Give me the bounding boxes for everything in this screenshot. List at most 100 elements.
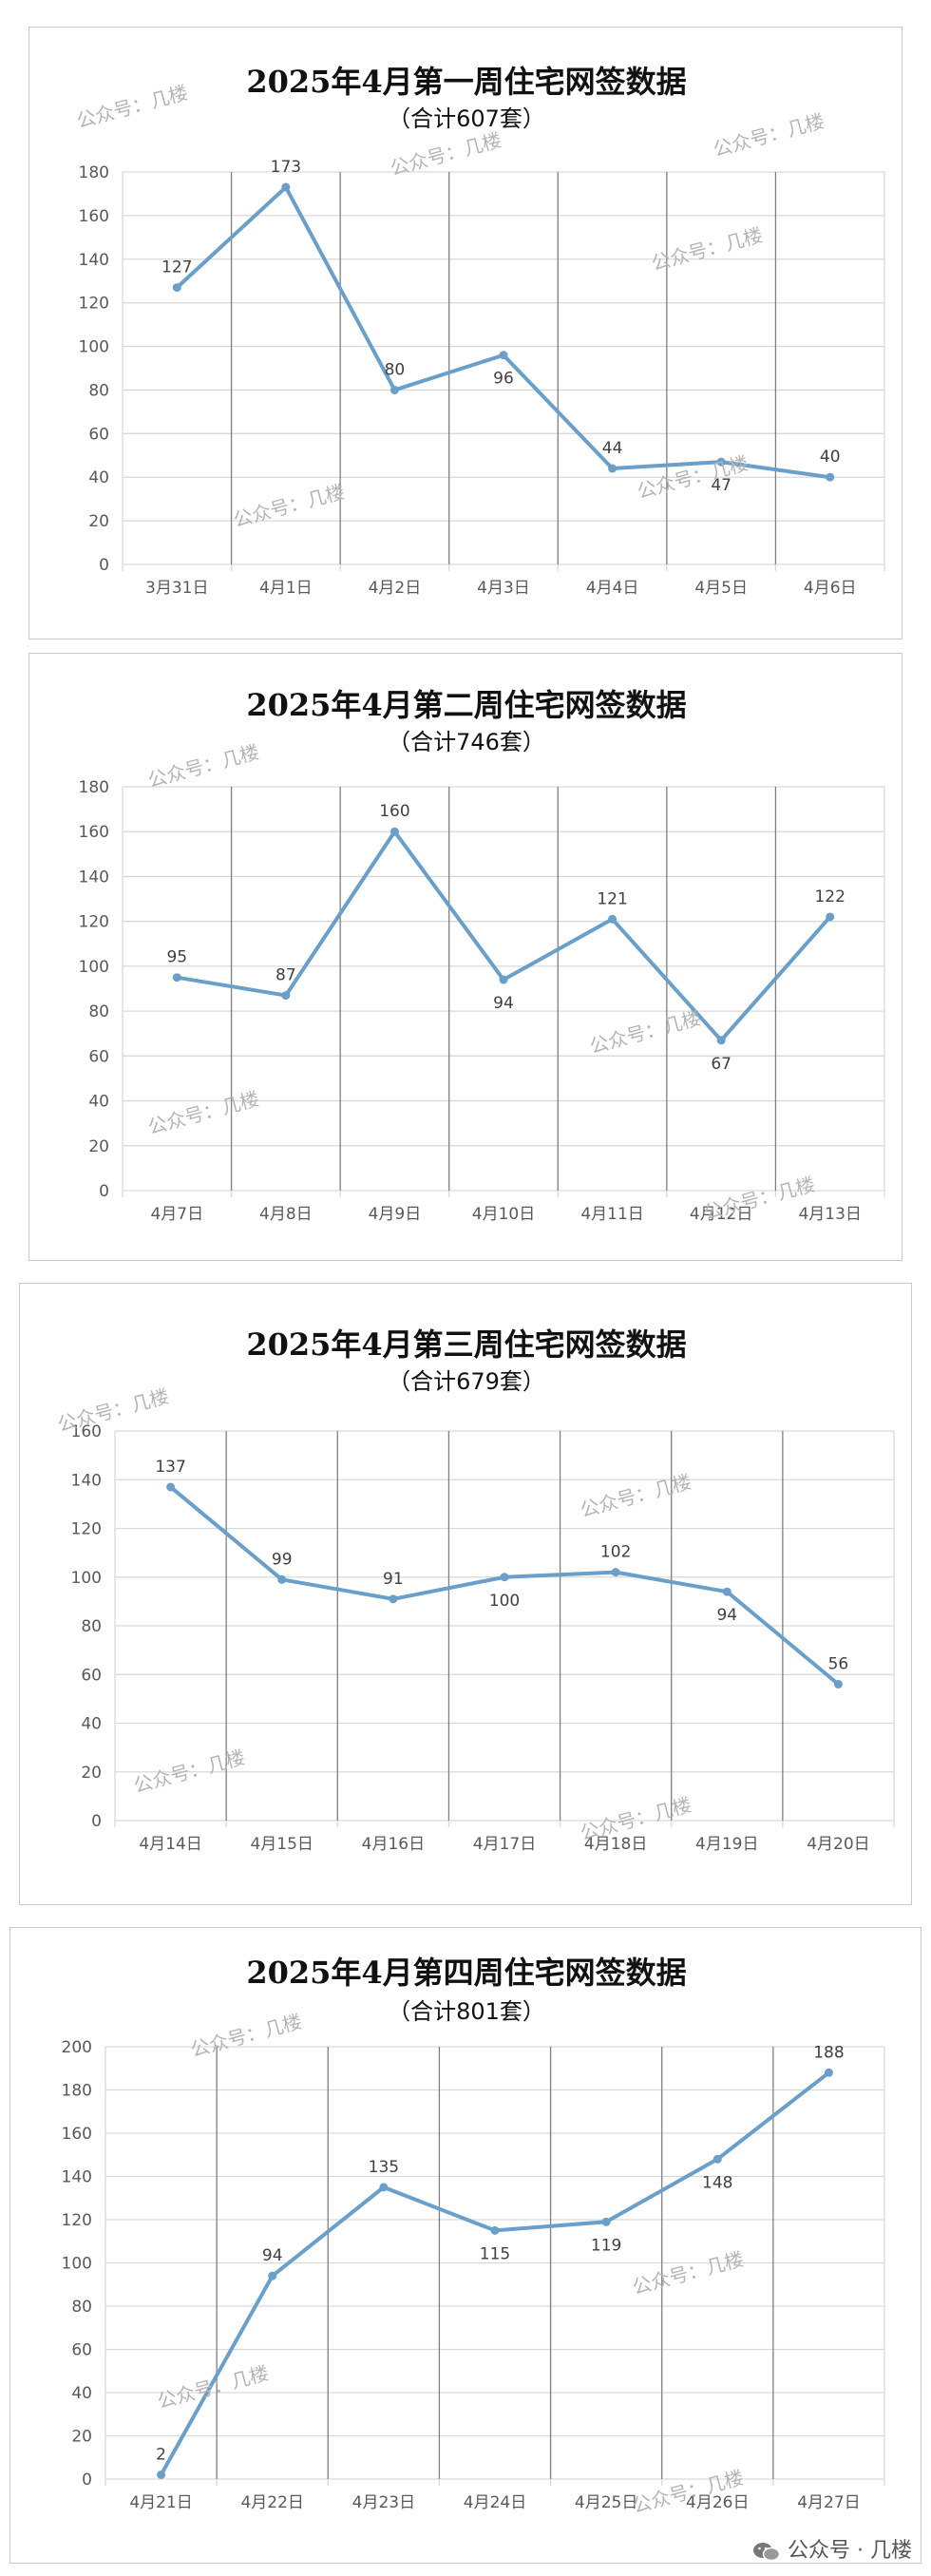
data-label: 80	[385, 360, 406, 379]
y-tick-label: 20	[88, 1137, 109, 1156]
data-label: 137	[155, 1458, 185, 1477]
y-tick-label: 40	[71, 2384, 92, 2403]
chart-title: 2025年4月第一周住宅网签数据	[246, 64, 686, 100]
y-tick-label: 0	[99, 1182, 109, 1201]
x-tick-label: 4月22日	[240, 2493, 303, 2512]
y-tick-label: 40	[88, 468, 109, 487]
y-tick-label: 0	[99, 556, 109, 575]
x-tick-label: 4月16日	[362, 1835, 425, 1854]
data-label: 96	[493, 370, 514, 389]
chart-subtitle: （合计746套）	[388, 729, 545, 755]
data-label: 40	[820, 448, 841, 467]
data-label: 160	[379, 802, 409, 821]
y-tick-label: 160	[79, 823, 109, 842]
y-tick-label: 180	[79, 778, 109, 797]
x-tick-label: 4月11日	[580, 1205, 643, 1224]
x-tick-label: 4月26日	[686, 2493, 749, 2512]
x-tick-label: 4月21日	[129, 2493, 192, 2512]
data-point	[826, 912, 835, 922]
x-tick-label: 4月4日	[586, 579, 639, 598]
y-tick-label: 80	[88, 381, 109, 400]
x-tick-label: 4月19日	[695, 1835, 758, 1854]
watermark-text: 公众号：几楼	[587, 1006, 703, 1058]
data-point	[172, 973, 181, 983]
data-label: 44	[602, 439, 623, 458]
data-label: 94	[493, 994, 514, 1013]
y-tick-label: 120	[79, 913, 109, 932]
y-tick-label: 80	[81, 1617, 102, 1636]
data-label: 47	[711, 476, 732, 495]
chart-week-2: 2025年4月第二周住宅网签数据 （合计746套） 0 20 40 60 80 100 120 1…	[28, 653, 902, 1261]
y-tick-label: 100	[71, 1569, 102, 1588]
x-tick-label: 4月3日	[477, 579, 530, 598]
watermark-text: 公众号：几楼	[711, 109, 826, 161]
y-tick-label: 100	[79, 958, 109, 977]
data-point	[601, 2217, 611, 2226]
x-tick-label: 4月25日	[575, 2493, 637, 2512]
data-label: 94	[262, 2246, 283, 2265]
data-label: 115	[480, 2244, 510, 2263]
chart-week-3: 2025年4月第三周住宅网签数据 （合计679套） 0 20 40 60 80 100 120 1…	[19, 1283, 912, 1905]
y-tick-label: 100	[79, 338, 109, 357]
chart-svg: 2025年4月第二周住宅网签数据 （合计746套） 0 20 40 60 80 100 120 1…	[79, 687, 885, 1224]
data-label: 127	[162, 258, 192, 277]
y-tick-label: 140	[79, 868, 109, 887]
y-tick-label: 120	[71, 1520, 102, 1539]
data-point	[157, 2470, 166, 2479]
data-label: 94	[716, 1606, 737, 1625]
chart-svg: 2025年4月第三周住宅网签数据 （合计679套） 0 20 40 60 80 100 120 1…	[55, 1326, 895, 1854]
x-tick-label: 4月2日	[369, 579, 422, 598]
data-point	[722, 1587, 732, 1596]
data-label: 87	[276, 966, 296, 985]
y-tick-label: 140	[62, 2168, 92, 2187]
x-tick-label: 4月8日	[259, 1205, 313, 1224]
y-tick-label: 160	[71, 1422, 102, 1441]
data-point	[379, 2183, 389, 2192]
watermark-text: 公众号：几楼	[578, 1470, 694, 1521]
footer-text: 公众号 · 几楼	[788, 2539, 912, 2563]
y-tick-label: 160	[62, 2125, 92, 2144]
y-tick-label: 180	[62, 2082, 92, 2101]
chart-title: 2025年4月第二周住宅网签数据	[246, 687, 686, 723]
y-tick-label: 140	[79, 251, 109, 270]
watermark-text: 公众号：几楼	[635, 451, 750, 503]
data-label: 56	[828, 1655, 849, 1674]
x-tick-label: 4月7日	[150, 1205, 203, 1224]
data-point	[390, 827, 399, 836]
chart-title: 2025年4月第三周住宅网签数据	[246, 1326, 686, 1363]
x-tick-label: 4月23日	[352, 2493, 415, 2512]
y-tick-label: 20	[88, 512, 109, 531]
watermark-text: 公众号：几楼	[188, 2010, 304, 2061]
y-tick-label: 60	[88, 1047, 109, 1066]
data-point	[608, 914, 618, 924]
data-label: 95	[166, 948, 187, 967]
x-tick-label: 4月13日	[798, 1205, 861, 1224]
y-tick-label: 20	[81, 1764, 102, 1783]
watermark-text: 公众号：几楼	[231, 480, 347, 531]
data-label: 173	[271, 158, 301, 177]
data-point	[281, 991, 291, 1001]
x-tick-label: 4月27日	[797, 2493, 860, 2512]
y-tick-label: 200	[62, 2038, 92, 2057]
data-label: 119	[591, 2236, 621, 2255]
data-point	[166, 1482, 176, 1492]
data-point	[500, 1573, 509, 1582]
chart-subtitle: （合计607套）	[388, 105, 545, 132]
data-point	[608, 464, 618, 473]
data-point	[390, 385, 399, 394]
data-point	[833, 1680, 843, 1689]
data-label: 148	[702, 2173, 732, 2192]
data-point	[490, 2225, 500, 2235]
data-point	[716, 457, 726, 467]
data-point	[824, 2068, 833, 2077]
data-label: 99	[272, 1550, 293, 1569]
watermark-text: 公众号：几楼	[55, 1384, 171, 1436]
chart-subtitle: （合计679套）	[388, 1368, 545, 1395]
chart-week-4: 2025年4月第四周住宅网签数据 （合计801套） 0 20 40 60 80 100 120 1…	[10, 1927, 922, 2564]
watermark-text: 公众号：几楼	[145, 1087, 261, 1138]
x-tick-label: 4月9日	[369, 1205, 422, 1224]
y-tick-label: 120	[62, 2211, 92, 2230]
data-label: 135	[369, 2158, 399, 2177]
x-tick-label: 4月6日	[804, 579, 857, 598]
watermark-text: 公众号：几楼	[74, 81, 190, 132]
